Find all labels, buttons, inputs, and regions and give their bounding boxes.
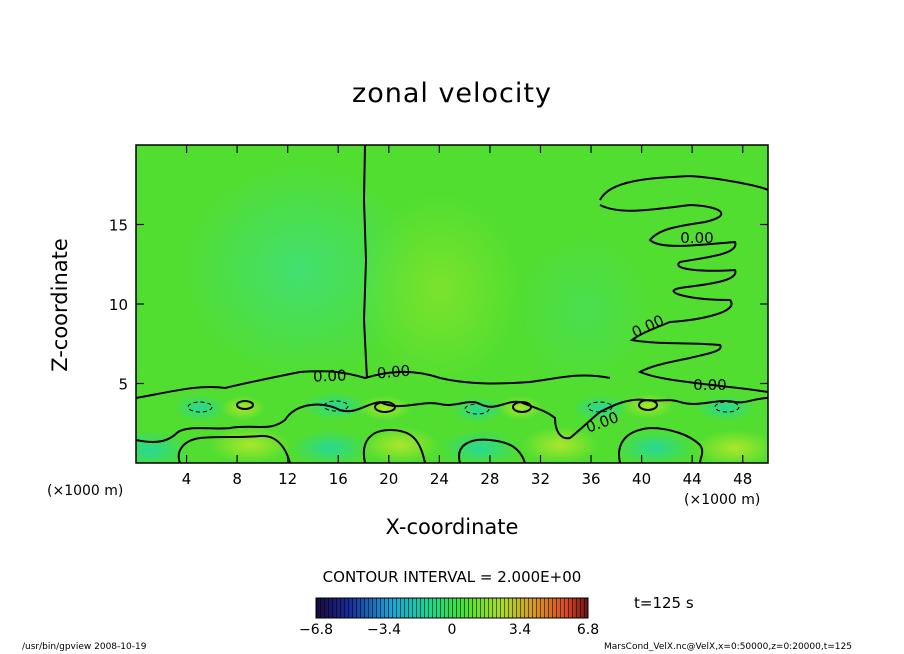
x-tick-label: 40 (632, 470, 651, 488)
negative-contours (187, 400, 740, 415)
contour-label: 0.00 (376, 362, 411, 383)
colorbar-tick-label: −3.4 (367, 622, 401, 638)
y-axis-unit: (×1000 m) (47, 483, 124, 499)
y-axis-label: Z-coordinate (48, 238, 72, 372)
x-tick-label: 28 (480, 470, 499, 488)
colorbar (315, 597, 589, 619)
colorbar-tick-label: 0 (447, 622, 457, 638)
x-tick-label: 24 (430, 470, 449, 488)
y-tick-label: 10 (109, 296, 128, 314)
x-tick-label: 4 (182, 470, 192, 488)
x-tick-label: 20 (379, 470, 398, 488)
contour-label: 0.00 (693, 376, 726, 394)
y-tick-label: 15 (109, 217, 128, 235)
x-tick-label: 16 (329, 470, 348, 488)
contour-labels: 0.00 0.000.000.000.000.00 (313, 229, 727, 436)
x-axis-unit: (×1000 m) (684, 492, 761, 508)
velocity-field (136, 145, 768, 463)
x-axis-label: X-coordinate (385, 515, 519, 539)
colorbar-tick-label: 6.8 (576, 622, 600, 638)
chart-title: zonal velocity (352, 78, 552, 109)
colorbar-tick-label: −6.8 (299, 622, 333, 638)
zero-contours (136, 145, 768, 463)
time-label: t=125 s (634, 594, 694, 612)
x-tick-label: 44 (683, 470, 702, 488)
contour-interval: CONTOUR INTERVAL = 2.000E+00 (322, 568, 582, 586)
footer-left: /usr/bin/gpview 2008-10-19 (22, 642, 147, 652)
x-tick-label: 8 (232, 470, 242, 488)
x-tick-label: 36 (581, 470, 600, 488)
contour-label: 0.00 (680, 229, 713, 247)
colorbar-tick-label: 3.4 (508, 622, 532, 638)
footer-right: MarsCond_VelX.nc@VelX,x=0:50000,z=0:2000… (604, 642, 852, 652)
x-tick-label: 48 (733, 470, 752, 488)
x-tick-label: 32 (531, 470, 550, 488)
y-tick-label: 5 (118, 376, 128, 394)
x-tick-label: 12 (278, 470, 297, 488)
contour-label: 0.00 (313, 366, 347, 385)
